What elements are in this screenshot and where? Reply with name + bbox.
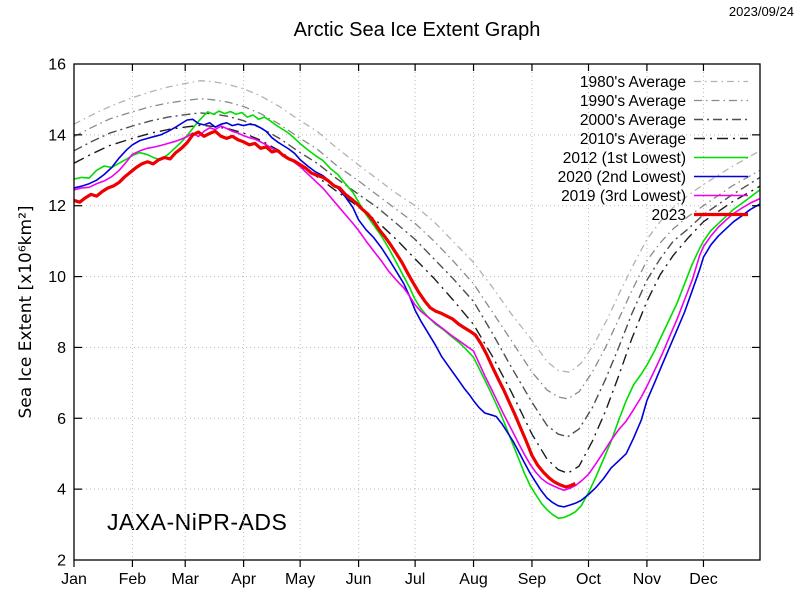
series-line-2000s-average <box>74 112 760 438</box>
y-tick-labels: 2 4 6 8 10 12 14 16 <box>48 57 66 570</box>
y-tick-label: 8 <box>57 340 66 357</box>
legend: 1980's Average 1990's Average 2000's Avera… <box>558 74 748 224</box>
legend-label-2000s-average: 2000's Average <box>580 112 686 129</box>
y-tick-label: 14 <box>48 127 66 144</box>
axis-ticks <box>73 64 760 567</box>
legend-label-1990s-average: 1990's Average <box>580 93 686 110</box>
legend-label-2020: 2020 (2nd Lowest) <box>558 169 686 186</box>
series-line-1990s-average <box>74 98 760 400</box>
x-tick-label: Jun <box>346 571 372 588</box>
y-tick-label: 6 <box>57 411 66 428</box>
watermark-label: JAXA-NiPR-ADS <box>107 509 288 535</box>
x-tick-label: Dec <box>689 571 717 588</box>
series-line-1980s-average <box>74 80 760 373</box>
x-tick-label: Nov <box>633 571 661 588</box>
y-tick-label: 10 <box>48 269 66 286</box>
y-tick-label: 12 <box>48 198 66 215</box>
x-tick-label: Apr <box>231 571 257 588</box>
y-tick-label: 2 <box>57 553 66 570</box>
legend-label-2010s-average: 2010's Average <box>580 131 686 148</box>
grid-lines <box>74 64 760 560</box>
series-line-2023 <box>74 129 576 489</box>
x-tick-label: Aug <box>459 571 487 588</box>
series-line-2012 <box>74 110 760 520</box>
plot-border <box>73 63 761 561</box>
legend-label-2023: 2023 <box>652 207 686 224</box>
x-tick-label: Feb <box>119 571 147 588</box>
series-lines <box>74 80 760 520</box>
series-line-2010s-average <box>74 124 760 474</box>
x-tick-label: Oct <box>576 571 601 588</box>
date-stamp: 2023/09/24 <box>728 4 794 19</box>
x-tick-label: Mar <box>171 571 199 588</box>
x-tick-label: Jan <box>61 571 87 588</box>
y-tick-label: 16 <box>48 57 66 74</box>
x-tick-label: Jul <box>405 571 425 588</box>
x-tick-labels: Jan Feb Mar Apr May Jun Jul Aug Sep Oct Nov Dec <box>61 571 718 588</box>
legend-label-1980s-average: 1980's Average <box>580 74 686 91</box>
chart-title: Arctic Sea Ice Extent Graph <box>293 19 541 41</box>
legend-label-2019: 2019 (3rd Lowest) <box>561 188 686 205</box>
x-tick-label: May <box>285 571 315 588</box>
legend-label-2012: 2012 (1st Lowest) <box>563 150 686 167</box>
y-tick-label: 4 <box>57 482 66 499</box>
series-line-2020 <box>74 118 760 508</box>
x-tick-label: Sep <box>518 571 547 588</box>
